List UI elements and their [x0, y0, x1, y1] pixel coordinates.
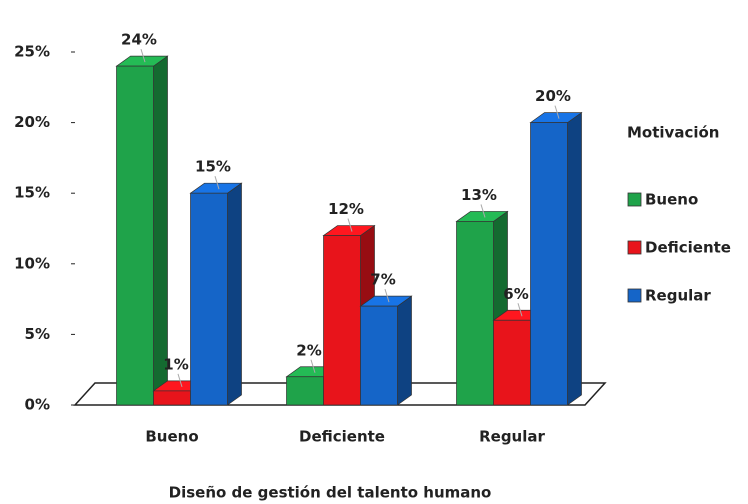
x-tick-label: Bueno	[145, 428, 198, 446]
legend-title: Motivación	[627, 124, 719, 142]
bar-side	[397, 295, 412, 406]
leader-line	[140, 48, 146, 63]
bar-side	[153, 55, 168, 406]
bar	[286, 376, 324, 406]
leader-line	[480, 204, 486, 218]
bar-side	[567, 111, 582, 406]
value-label: 7%	[370, 271, 395, 289]
value-label: 12%	[328, 200, 364, 218]
bar-side	[227, 182, 242, 406]
value-label: 24%	[121, 31, 157, 49]
leader-line	[517, 303, 523, 317]
leader-line	[214, 176, 220, 190]
legend-label: Deficiente	[645, 239, 731, 257]
value-label: 13%	[461, 186, 497, 204]
leader-line	[347, 218, 353, 232]
value-label: 1%	[163, 355, 188, 373]
value-label: 20%	[535, 87, 571, 105]
bar	[116, 65, 154, 406]
bar	[153, 390, 191, 406]
y-tick-label: 10%	[14, 254, 50, 272]
value-label: 2%	[296, 341, 321, 359]
bar	[530, 122, 568, 406]
value-label: 15%	[195, 158, 231, 176]
legend-swatch	[627, 288, 642, 303]
bar	[456, 221, 494, 406]
leader-line	[177, 373, 183, 388]
y-tick-label: 15%	[14, 184, 50, 202]
value-label: 6%	[503, 285, 528, 303]
x-tick-label: Deficiente	[299, 428, 385, 446]
x-tick-label: Regular	[479, 428, 545, 446]
bar	[323, 235, 361, 406]
y-tick-label: 25%	[14, 43, 50, 61]
legend-label: Regular	[645, 287, 711, 305]
bar	[360, 305, 398, 406]
bar	[190, 192, 228, 406]
legend-label: Bueno	[645, 191, 698, 209]
leader-line	[384, 289, 390, 303]
bar	[493, 319, 531, 406]
y-tick-label: 5%	[25, 325, 50, 343]
y-tick-label: 0%	[25, 396, 50, 414]
legend-swatch	[627, 240, 642, 255]
y-tick-label: 20%	[14, 113, 50, 131]
x-axis-label: Diseño de gestión del talento humano	[169, 484, 492, 502]
leader-line	[310, 359, 316, 373]
legend-swatch	[627, 192, 642, 207]
leader-line	[554, 105, 560, 119]
